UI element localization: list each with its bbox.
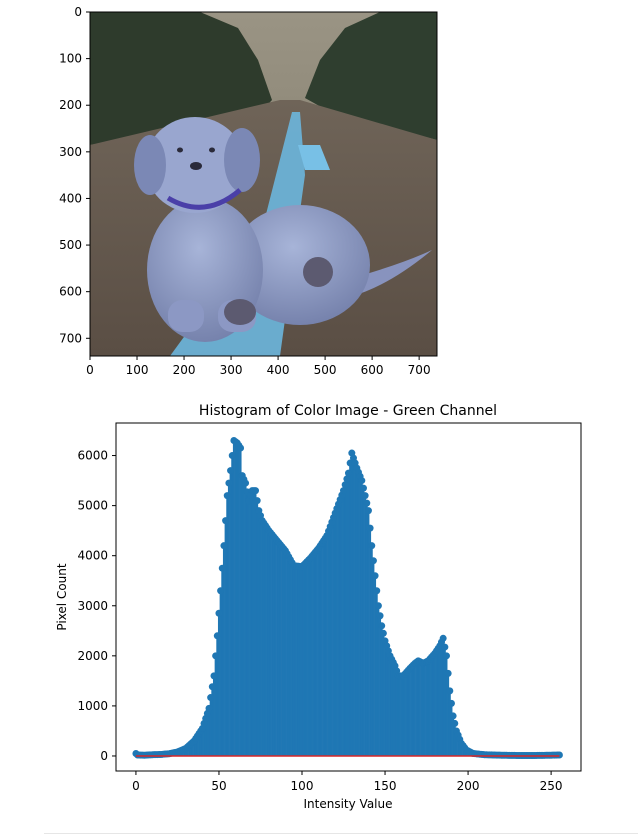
x-tick-label: 200: [457, 779, 480, 793]
stem-marker: [228, 452, 236, 460]
stem-marker: [444, 669, 452, 677]
stem-marker: [439, 634, 447, 642]
stem-marker: [210, 672, 218, 680]
image-x-ticks: 0 100 200 300 400 500 600 700: [86, 356, 431, 377]
stem-marker: [368, 542, 376, 550]
stem-marker: [207, 694, 215, 702]
histogram-plot: [132, 437, 563, 759]
histogram-axes: Histogram of Color Image - Green Channel…: [55, 403, 582, 811]
stem-marker: [345, 469, 352, 477]
image-y-tick-label: 500: [59, 238, 82, 252]
y-tick-label: 4000: [77, 549, 108, 563]
plot-frame: [115, 422, 582, 772]
image-x-tick-label: 300: [220, 363, 243, 377]
stem-marker: [366, 524, 374, 532]
stem-marker: [212, 652, 220, 660]
stem-marker: [227, 467, 235, 475]
stem-marker: [225, 479, 233, 487]
stem-marker: [343, 475, 351, 483]
stem-marker: [208, 683, 216, 691]
image-x-tick-label: 700: [408, 363, 431, 377]
stem-marker: [242, 479, 250, 487]
stem-marker: [441, 643, 449, 651]
stem-marker: [442, 652, 450, 660]
y-tick-label: 0: [100, 749, 108, 763]
x-tick-label: 0: [132, 779, 140, 793]
x-axis-ticks: 0 50 100 150 200 250: [132, 771, 563, 793]
stem-marker: [341, 481, 349, 489]
stem-marker: [361, 492, 369, 500]
stem-marker: [340, 487, 348, 495]
output-divider: [44, 833, 638, 834]
image-y-tick-label: 400: [59, 191, 82, 205]
stem-marker: [217, 587, 225, 595]
stem-marker: [253, 497, 261, 505]
image-y-ticks: 0 100 200 300 400 500 600 700: [59, 5, 90, 345]
stem-marker: [346, 459, 354, 467]
x-tick-label: 250: [540, 779, 563, 793]
image-y-tick-label: 0: [74, 5, 82, 19]
stem-marker: [220, 542, 228, 550]
y-tick-label: 5000: [77, 499, 108, 513]
y-tick-label: 6000: [77, 449, 108, 463]
image-y-tick-label: 300: [59, 145, 82, 159]
stem-marker: [373, 587, 381, 595]
image-axes: 0 100 200 300 400 500 600 700 0 100 200 300 400 500 6…: [59, 5, 438, 377]
stem-marker: [223, 492, 231, 500]
stem-marker: [364, 507, 372, 515]
stem-marker: [555, 751, 563, 759]
stem-marker: [218, 564, 226, 572]
stem-marker: [451, 719, 459, 727]
stem-marker: [449, 712, 457, 720]
stem-marker: [358, 477, 366, 485]
image-y-tick-label: 600: [59, 285, 82, 299]
y-tick-label: 1000: [77, 699, 108, 713]
y-axis-ticks: 0 1000 2000 3000 4000 5000 6000: [77, 449, 116, 763]
stem-marker: [379, 629, 387, 637]
x-tick-label: 150: [374, 779, 397, 793]
stem-marker: [378, 622, 386, 630]
image-x-tick-label: 200: [173, 363, 196, 377]
image-x-tick-label: 600: [361, 363, 384, 377]
y-tick-label: 3000: [77, 599, 108, 613]
image-y-tick-label: 200: [59, 98, 82, 112]
stem-marker: [359, 484, 367, 492]
stem-marker: [371, 572, 379, 580]
stem-marker: [447, 699, 455, 707]
y-tick-label: 2000: [77, 649, 108, 663]
image-frame: [89, 11, 438, 357]
x-tick-label: 50: [211, 779, 226, 793]
stem-marker: [237, 444, 245, 452]
stem-marker: [369, 557, 377, 565]
stem-marker: [374, 602, 382, 610]
stem-marker: [222, 517, 230, 525]
image-y-tick-label: 100: [59, 52, 82, 66]
image-x-tick-label: 500: [314, 363, 337, 377]
stem-marker: [363, 499, 371, 507]
x-axis-label: Intensity Value: [304, 797, 393, 811]
image-x-tick-label: 0: [86, 363, 94, 377]
stem-marker: [252, 487, 259, 495]
image-x-tick-label: 100: [126, 363, 149, 377]
stem-marker: [376, 612, 384, 620]
chart-title: Histogram of Color Image - Green Channel: [199, 403, 497, 419]
stem-marker: [446, 687, 454, 695]
stem-marker: [215, 609, 223, 617]
image-y-tick-label: 700: [59, 331, 82, 345]
stem-marker: [205, 704, 213, 712]
image-x-tick-label: 400: [267, 363, 290, 377]
stem-marker: [213, 632, 221, 640]
puppy-image: [90, 12, 437, 356]
y-axis-label: Pixel Count: [55, 563, 69, 631]
x-tick-label: 100: [291, 779, 314, 793]
